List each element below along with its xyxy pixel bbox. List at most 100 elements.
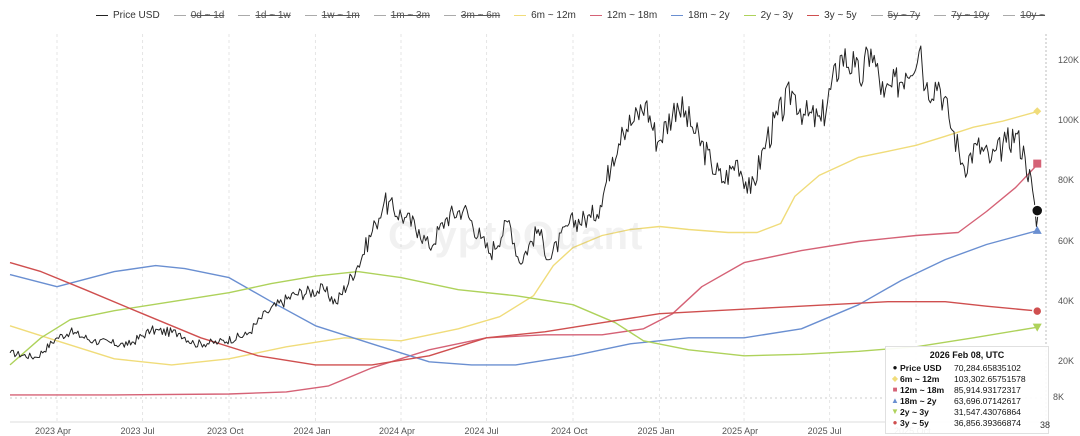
- watermark: CryptoQuant: [388, 214, 644, 258]
- end-marker-price-usd: [1030, 204, 1044, 217]
- tooltip-row: ▼ 2y ~ 3y 31,547.43076864: [890, 406, 1044, 417]
- legend-item[interactable]: 6m ~ 12m: [514, 10, 576, 21]
- tooltip-row: ◆ 6m ~ 12m 103,302.65751578: [890, 373, 1044, 384]
- tooltip: 2026 Feb 08, UTC ● Price USD 70,284.658351…: [885, 346, 1049, 434]
- tooltip-row: ■ 12m ~ 18m 85,914.93172317: [890, 384, 1044, 395]
- legend-item[interactable]: 12m ~ 18m: [589, 9, 658, 21]
- tooltip-series-name: 3y ~ 5y: [900, 417, 929, 428]
- end-marker-18m-2y: [1032, 225, 1042, 234]
- end-marker-2y-3y: [1032, 323, 1042, 332]
- legend-swatch: [373, 14, 386, 16]
- legend-label: 6m ~ 12m: [531, 9, 576, 21]
- end-marker-12m-18m: [1033, 159, 1042, 168]
- legend-item[interactable]: 2y ~ 3y: [743, 9, 794, 21]
- legend-swatch: [238, 14, 251, 16]
- legend-item[interactable]: 1w ~ 1m: [304, 9, 360, 21]
- legend-label: 1w ~ 1m: [321, 9, 360, 21]
- legend-item[interactable]: 3m ~ 6m: [443, 9, 501, 21]
- end-marker-3y-5y: [1031, 305, 1043, 317]
- legend-swatch: [304, 14, 317, 16]
- x-tick-label: 2025 Apr: [722, 426, 759, 436]
- legend-label: 12m ~ 18m: [606, 9, 658, 21]
- legend-label: 7y ~ 10y: [951, 9, 990, 21]
- end-badge: 38: [1040, 420, 1051, 430]
- tooltip-marker: ▼: [891, 407, 899, 416]
- x-tick-label: 2023 Jul: [120, 426, 155, 436]
- tooltip-series-value: 36,856.39366874: [954, 417, 1021, 428]
- tooltip-series-value: 31,547.43076864: [954, 406, 1021, 417]
- series-line-12m-18m: [10, 163, 1039, 396]
- series-line-3y-5y: [9, 261, 1039, 366]
- legend-swatch: [743, 14, 756, 16]
- legend-swatch: [96, 14, 108, 16]
- y-tick-label: 8K: [1053, 391, 1065, 402]
- y-tick-label: 100K: [1058, 115, 1080, 126]
- legend-swatch: [589, 14, 602, 16]
- tooltip-marker: ■: [892, 385, 898, 394]
- legend-label: 1d ~ 1w: [255, 9, 291, 21]
- legend-swatch: [807, 14, 820, 16]
- tooltip-series-value: 103,302.65751578: [954, 373, 1026, 384]
- x-tick-label: 2024 Jan: [293, 426, 331, 436]
- legend-item[interactable]: 1d ~ 1w: [238, 9, 291, 21]
- legend-swatch: [671, 14, 684, 16]
- tooltip-series-name: 18m ~ 2y: [900, 395, 937, 406]
- legend-swatch: [443, 14, 456, 16]
- series-line-price-usd: [9, 45, 1039, 360]
- legend-label: 10y ~: [1020, 9, 1046, 21]
- legend-swatch: [934, 14, 947, 16]
- legend-label: 1m ~ 3m: [390, 9, 430, 21]
- x-tick-label: 2025 Jul: [807, 426, 842, 436]
- legend-item[interactable]: 10y ~: [1003, 10, 1045, 21]
- legend-label: 3m ~ 6m: [460, 9, 501, 21]
- legend-label: 3y ~ 5y: [824, 9, 857, 21]
- series-line-2y-3y: [9, 270, 1039, 366]
- x-tick-label: 2025 Jan: [637, 426, 675, 436]
- legend-label: 18m ~ 2y: [688, 9, 730, 21]
- tooltip-marker: ●: [892, 418, 898, 427]
- tooltip-series-value: 85,914.93172317: [954, 384, 1021, 395]
- x-tick-label: 2023 Apr: [34, 426, 72, 436]
- tooltip-title: 2026 Feb 08, UTC: [929, 350, 1005, 360]
- legend-swatch: [514, 14, 527, 16]
- y-tick-label: 80K: [1058, 175, 1075, 186]
- tooltip-marker: ●: [892, 363, 898, 372]
- tooltip-row: ● 3y ~ 5y 36,856.39366874: [890, 417, 1044, 428]
- tooltip-series-name: 6m ~ 12m: [900, 373, 940, 384]
- legend-label: Price USD: [113, 9, 160, 21]
- end-marker-6m-12m: [1033, 107, 1042, 116]
- tooltip-row: ● Price USD 70,284.65835102: [890, 362, 1044, 373]
- legend-swatch: [870, 14, 883, 16]
- series-line-18m-2y: [9, 229, 1039, 366]
- tooltip-series-value: 63,696.07142617: [954, 395, 1021, 406]
- legend-swatch: [173, 14, 186, 16]
- x-tick-label: 2024 Apr: [378, 426, 416, 436]
- legend-swatch: [1003, 14, 1016, 16]
- tooltip-row: ▲ 18m ~ 2y 63,696.07142617: [890, 395, 1044, 406]
- tooltip-series-name: Price USD: [900, 362, 942, 373]
- legend-item[interactable]: 3y ~ 5y: [807, 10, 857, 21]
- tooltip-series-value: 70,284.65835102: [954, 362, 1021, 373]
- legend-item[interactable]: 7y ~ 10y: [934, 10, 989, 21]
- legend-label: 0d ~ 1d: [190, 9, 225, 21]
- tooltip-marker: ◆: [891, 374, 899, 383]
- series-line-6m-12m: [9, 110, 1039, 366]
- x-tick-label: 2024 Oct: [550, 426, 588, 436]
- legend: Price USD 0d ~ 1d 1d ~ 1w 1w ~ 1m 1m ~ 3m 3m …: [96, 6, 1059, 24]
- y-tick-label: 40K: [1058, 295, 1075, 306]
- x-tick-label: 2023 Oct: [206, 426, 244, 436]
- x-tick-label: 2024 Jul: [464, 426, 499, 436]
- legend-item[interactable]: 18m ~ 2y: [671, 9, 730, 21]
- legend-item[interactable]: 0d ~ 1d: [173, 9, 225, 21]
- tooltip-marker: ▲: [891, 396, 899, 405]
- legend-item[interactable]: Price USD: [96, 10, 160, 21]
- tooltip-series-name: 12m ~ 18m: [900, 384, 945, 395]
- y-tick-label: 120K: [1058, 55, 1080, 66]
- y-tick-label: 60K: [1058, 235, 1075, 246]
- legend-item[interactable]: 1m ~ 3m: [373, 9, 430, 21]
- legend-item[interactable]: 5y ~ 7y: [870, 9, 921, 21]
- legend-label: 2y ~ 3y: [760, 9, 794, 21]
- legend-label: 5y ~ 7y: [887, 9, 921, 21]
- y-tick-label: 20K: [1058, 355, 1075, 366]
